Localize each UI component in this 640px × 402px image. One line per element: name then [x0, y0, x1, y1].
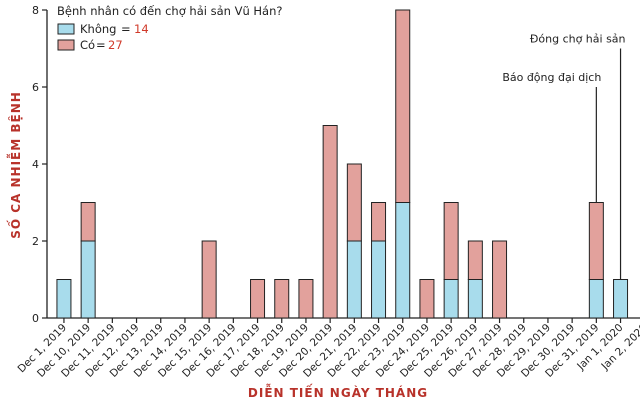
bar-segment: [467, 279, 483, 319]
bar-segment: [467, 240, 483, 280]
bar-segment: [274, 279, 290, 319]
legend-count-khong: 14: [134, 22, 149, 36]
bar-segment: [250, 279, 266, 319]
bar-segment: [588, 202, 604, 280]
bar-segment: [443, 279, 459, 319]
bar-segment: [322, 125, 338, 319]
bar-segment: [613, 279, 629, 319]
legend-count-co: 27: [108, 38, 123, 52]
bar-segment: [56, 279, 72, 319]
legend-label-khong: Không: [80, 22, 116, 36]
y-tick-label: 4: [32, 158, 39, 171]
bar-segment: [371, 202, 387, 242]
legend-label-co: Có: [80, 38, 95, 52]
legend-swatch-khong: [57, 23, 75, 35]
legend-title: Bệnh nhân có đến chợ hải sản Vũ Hán?: [57, 4, 282, 18]
bar-segment: [201, 240, 217, 319]
bar-segment: [419, 279, 435, 319]
y-axis-title: SỐ CA NHIỄM BỆNH: [6, 91, 23, 239]
bar-segment: [298, 279, 314, 319]
annotation-label: Đóng chợ hải sản: [530, 33, 626, 46]
bar-segment: [80, 202, 96, 242]
bar-segment: [443, 202, 459, 280]
bar-segment: [346, 163, 362, 242]
bar-segment: [371, 240, 387, 319]
y-tick-label: 0: [32, 312, 39, 325]
annotation-label: Báo động đại dịch: [502, 71, 601, 84]
legend-swatch-co: [57, 39, 75, 51]
bar-segment: [395, 202, 411, 319]
svg-text:=: =: [96, 38, 106, 52]
legend: Bệnh nhân có đến chợ hải sản Vũ Hán? Khô…: [57, 4, 282, 52]
bar-segment: [395, 9, 411, 203]
y-tick-label: 2: [32, 235, 39, 248]
y-tick-label: 8: [32, 4, 39, 17]
bar-segment: [346, 240, 362, 319]
y-tick-label: 6: [32, 81, 39, 94]
svg-text:=: =: [121, 22, 131, 36]
bar-segment: [588, 279, 604, 319]
bar-segment: [492, 240, 508, 319]
x-axis-title: DIỄN TIẾN NGÀY THÁNG: [248, 384, 428, 400]
bar-segment: [80, 240, 96, 319]
